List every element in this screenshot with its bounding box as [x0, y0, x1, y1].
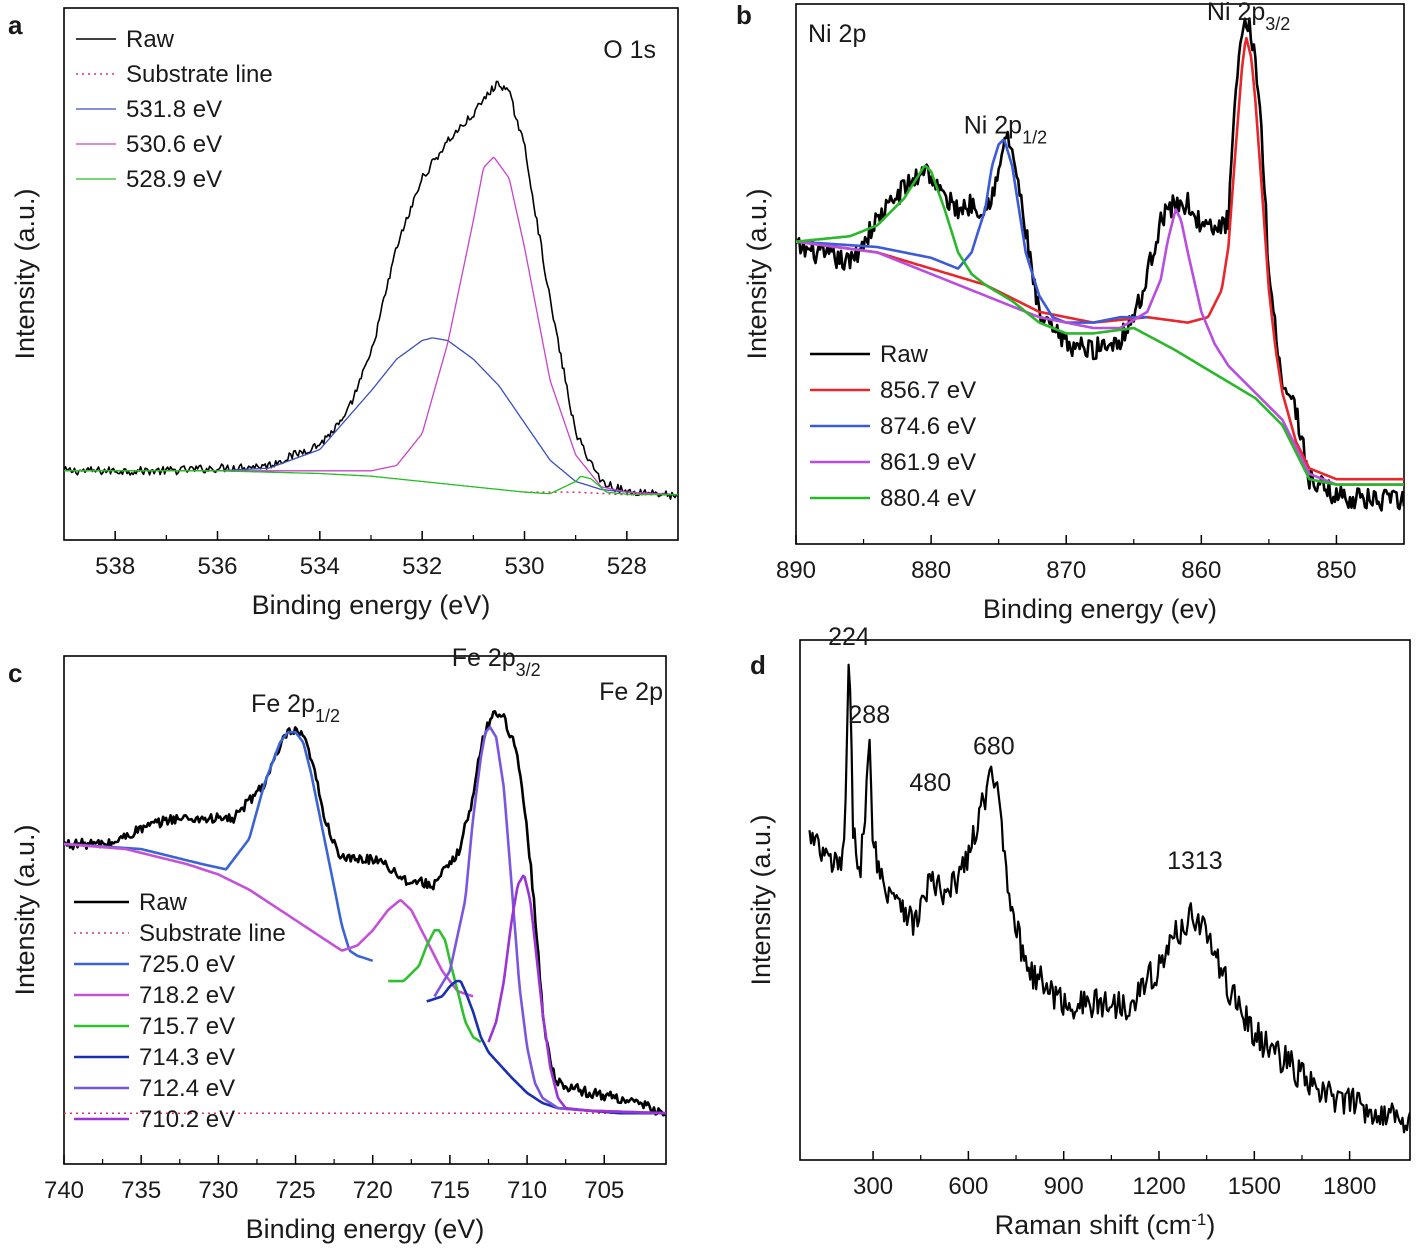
panel-letter-b: b — [736, 0, 752, 30]
x-tick-label: 880 — [911, 557, 951, 584]
legend-label: 718.2 eV — [139, 982, 235, 1009]
peak-annotation: Ni 2p1/2 — [964, 112, 1047, 148]
x-tick-label: 528 — [607, 553, 647, 580]
legend: Raw Substrate line 725.0 eV 718.2 eV 715.7 e… — [74, 889, 286, 1133]
legend-label: 715.7 eV — [139, 1013, 235, 1040]
x-tick-label: 850 — [1316, 557, 1356, 584]
legend-label: 531.8 eV — [126, 96, 222, 123]
peak-annotation: 288 — [848, 701, 890, 729]
chart-title: Fe 2p — [599, 678, 663, 706]
plot-frame — [63, 655, 667, 1165]
panel-letter-a: a — [8, 10, 23, 40]
legend-label: Substrate line — [139, 920, 286, 947]
legend-label: 530.6 eV — [126, 131, 222, 158]
panel-c: 740 735 730 725 720 715 710 705 Binding energy (… — [10, 644, 667, 1244]
y-axis-title: Intensity (a.u.) — [10, 824, 40, 995]
series-line-spectrum — [808, 663, 1410, 1134]
y-axis-title: Intensity (a.u.) — [10, 188, 40, 359]
x-axis-title: Raman shift (cm-1) — [995, 1210, 1216, 1241]
x-tick-label: 860 — [1181, 557, 1221, 584]
x-tick-label: 534 — [300, 553, 340, 580]
series-line-718-2-ev — [64, 842, 474, 998]
x-tick-label: 705 — [584, 1177, 624, 1204]
peak-annotation: 224 — [828, 623, 870, 651]
series-group — [808, 663, 1410, 1134]
legend-label: Raw — [139, 889, 188, 916]
y-axis-title: Intensity (a.u.) — [742, 188, 772, 359]
x-tick-label: 870 — [1046, 557, 1086, 584]
series-line-880-4-ev — [796, 164, 1404, 486]
legend-label: 528.9 eV — [126, 166, 222, 193]
x-axis-title: Binding energy (ev) — [983, 594, 1217, 624]
x-tick-label: 720 — [353, 1177, 393, 1204]
legend-label: 856.7 eV — [880, 377, 976, 404]
legend: Raw 856.7 eV 874.6 eV 861.9 eV 880.4 eV — [810, 341, 976, 512]
x-axis-title: Binding energy (eV) — [252, 590, 491, 620]
legend-label: 725.0 eV — [139, 951, 235, 978]
legend-label: 861.9 eV — [880, 449, 976, 476]
peak-annotation: Fe 2p3/2 — [452, 644, 541, 680]
legend-label: 712.4 eV — [139, 1075, 235, 1102]
chart-title: Ni 2p — [808, 20, 866, 48]
series-group — [64, 80, 678, 501]
x-tick-label: 900 — [1044, 1173, 1084, 1200]
x-tick-label: 600 — [948, 1173, 988, 1200]
peak-annotation: 1313 — [1167, 847, 1223, 875]
x-axis-title: Binding energy (eV) — [246, 1214, 485, 1244]
series-line-715-7-ev — [388, 928, 482, 1044]
panel-letter-c: c — [8, 658, 22, 688]
series-line-raw — [796, 17, 1404, 512]
legend-label: Raw — [126, 26, 175, 53]
series-line-861-9-ev — [796, 208, 1404, 486]
x-tick-label: 890 — [776, 557, 816, 584]
legend-label: 714.3 eV — [139, 1044, 235, 1071]
y-axis-title: Intensity (a.u.) — [746, 814, 776, 985]
legend-label: 880.4 eV — [880, 485, 976, 512]
series-line-530-6-ev — [64, 156, 678, 496]
x-tick-label: 536 — [197, 553, 237, 580]
series-line-raw — [64, 709, 666, 1117]
series-line-874-6-ev — [796, 138, 1148, 324]
x-tick-label: 1500 — [1228, 1173, 1281, 1200]
panel-letter-d: d — [750, 650, 766, 680]
x-tick-label: 538 — [95, 553, 135, 580]
panel-d: 300 600 900 1200 1500 1800 Raman shift (cm-1) I… — [746, 623, 1411, 1241]
x-axis-title-suffix: ) — [1206, 1210, 1215, 1240]
peak-annotation: 680 — [973, 732, 1015, 760]
x-tick-label: 530 — [504, 553, 544, 580]
x-tick-label: 735 — [121, 1177, 161, 1204]
plot-frame — [795, 3, 1405, 545]
panel-b: 890 880 870 860 850 Binding energy (ev) Intens… — [742, 0, 1405, 624]
legend-label: 710.2 eV — [139, 1106, 235, 1133]
x-tick-label: 725 — [276, 1177, 316, 1204]
x-tick-label: 730 — [198, 1177, 238, 1204]
series-group — [64, 709, 666, 1117]
series-line-raw — [64, 80, 678, 501]
plot-frame — [799, 639, 1411, 1161]
x-tick-label: 1200 — [1132, 1173, 1185, 1200]
legend-label: 874.6 eV — [880, 413, 976, 440]
peak-annotation: 480 — [909, 769, 951, 797]
chart-panels: 538 536 534 532 530 528 Binding energy (eV) Int… — [10, 0, 1411, 1244]
series-line-528-9-ev — [64, 470, 678, 496]
series-line-710-2-ev — [487, 874, 666, 1115]
x-tick-label: 740 — [44, 1177, 84, 1204]
peak-annotation: Ni 2p3/2 — [1207, 0, 1290, 34]
x-tick-label: 1800 — [1323, 1173, 1376, 1200]
legend: Raw Substrate line 531.8 eV 530.6 eV 528.9 e… — [76, 26, 273, 193]
series-group — [796, 17, 1404, 512]
chart-title: O 1s — [603, 36, 656, 64]
legend-label: Substrate line — [126, 61, 273, 88]
x-tick-label: 710 — [507, 1177, 547, 1204]
legend-label: Raw — [880, 341, 929, 368]
x-tick-label: 715 — [430, 1177, 470, 1204]
x-tick-label: 532 — [402, 553, 442, 580]
panel-a: 538 536 534 532 530 528 Binding energy (eV) Int… — [10, 7, 679, 620]
x-tick-label: 300 — [853, 1173, 893, 1200]
peak-annotation: Fe 2p1/2 — [251, 690, 340, 726]
x-axis-title-sup: -1 — [1191, 1210, 1206, 1229]
